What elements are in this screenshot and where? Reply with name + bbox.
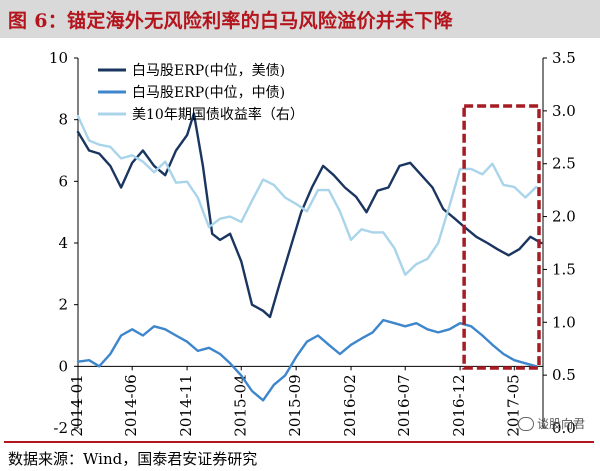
y-left-tick-label: -2 — [53, 419, 68, 437]
x-tick-label: 2016-07 — [395, 374, 413, 436]
wechat-icon — [518, 416, 534, 431]
source-note: 数据来源：Wind，国泰君安证券研究 — [8, 450, 258, 468]
x-tick-label: 2015-09 — [286, 374, 304, 436]
x-tick-label-group: 2016-02 — [341, 374, 359, 436]
x-tick-label: 2014-01 — [68, 374, 86, 436]
y-right-tick-label: 2.0 — [552, 208, 576, 226]
x-tick-label: 2015-04 — [231, 374, 249, 436]
chart-title: 图 6：锚定海外无风险利率的白马风险溢价并未下降 — [8, 9, 454, 32]
series-line-2 — [76, 318, 538, 402]
series-line-1 — [76, 112, 543, 319]
watermark: 谈股向君 — [518, 415, 585, 432]
legend-label-1: 白马股ERP(中位，美债) — [132, 63, 285, 79]
series-line-3 — [76, 114, 538, 276]
x-tick-label-group: 2014-01 — [68, 374, 86, 436]
y-left-tick-label: 2 — [58, 296, 68, 314]
x-tick-label-group: 2016-07 — [395, 374, 413, 436]
x-tick-label: 2017-05 — [504, 374, 522, 436]
y-right-tick-label: 3.5 — [552, 49, 576, 67]
x-tick-label: 2014-11 — [177, 374, 195, 436]
y-right-tick-label: 1.0 — [552, 313, 576, 331]
x-tick-label-group: 2014-06 — [122, 374, 140, 436]
x-tick-label-group: 2016-12 — [450, 374, 468, 436]
x-tick-label-group: 2015-09 — [286, 374, 304, 436]
x-tick-label-group: 2014-11 — [177, 374, 195, 436]
y-right-tick-label: 0.0 — [552, 419, 576, 437]
y-left-tick-label: 6 — [58, 172, 68, 190]
legend-label-3: 美10年期国债收益率（右） — [132, 106, 304, 123]
y-right-tick-label: 3.0 — [552, 102, 576, 120]
title-bar: 图 6：锚定海外无风险利率的白马风险溢价并未下降 — [0, 0, 600, 38]
watermark-text: 谈股向君 — [537, 417, 586, 431]
y-right-tick-label: 0.5 — [552, 366, 576, 384]
y-left-tick-label: 4 — [58, 234, 68, 252]
footer-divider — [4, 441, 594, 443]
x-tick-label: 2016-12 — [450, 374, 468, 436]
y-right-tick-label: 1.5 — [552, 260, 576, 278]
x-tick-label-group: 2017-05 — [504, 374, 522, 436]
y-left-tick-label: 0 — [58, 357, 68, 375]
x-tick-label: 2014-06 — [122, 374, 140, 436]
y-left-tick-label: 10 — [49, 49, 68, 67]
legend-label-2: 白马股ERP(中位，中债) — [132, 85, 285, 101]
x-tick-label: 2016-02 — [341, 374, 359, 436]
x-tick-label-group: 2015-04 — [231, 374, 249, 436]
y-right-tick-label: 2.5 — [552, 155, 576, 173]
y-left-tick-label: 8 — [58, 111, 68, 129]
